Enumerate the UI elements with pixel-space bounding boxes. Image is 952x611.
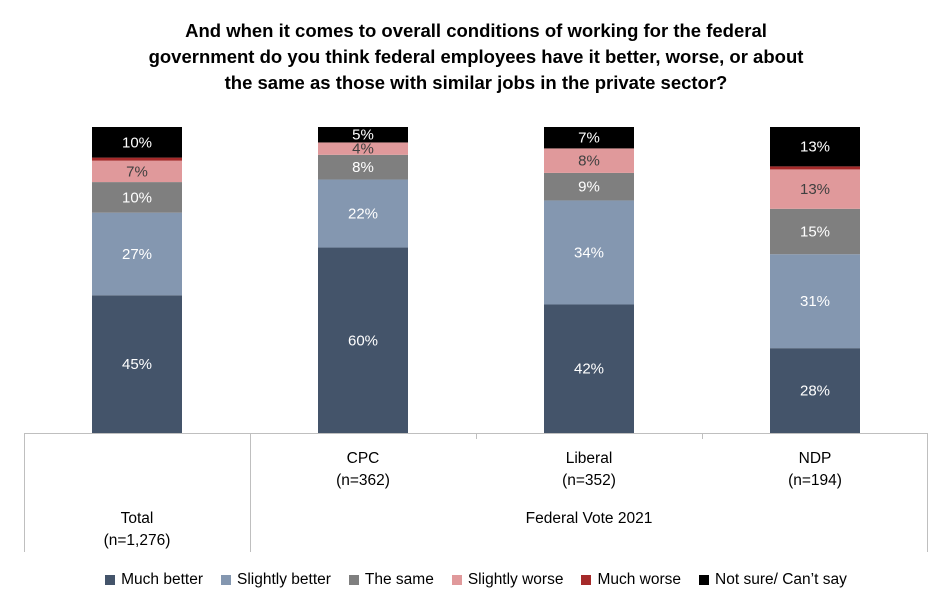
bar-cpc-slightly-worse	[318, 142, 408, 155]
data-label-total-not-sure-can-t-say: 10%	[122, 134, 152, 151]
bar-total-slightly-better	[92, 212, 182, 296]
data-label-cpc-much-better: 60%	[348, 332, 378, 349]
data-label-cpc-not-sure-can-t-say: 5%	[352, 127, 374, 144]
bar-total-slightly-worse	[92, 160, 182, 183]
bar-total-not-sure-can-t-say	[92, 127, 182, 158]
data-label-ndp-not-sure-can-t-say: 13%	[800, 139, 830, 156]
bar-ndp-much-better	[770, 348, 860, 433]
category-label-ndp-n: (n=194)	[788, 472, 842, 489]
legend-item-the-same: The same	[348, 571, 434, 589]
category-label-cpc: CPC	[347, 450, 380, 467]
bar-total-much-worse	[92, 157, 182, 161]
data-label-cpc-slightly-worse: 4%	[352, 141, 374, 158]
legend-swatch-slightly-worse	[451, 575, 462, 585]
category-label-cpc-n: (n=362)	[336, 472, 390, 489]
legend-label-much-better: Much better	[121, 571, 203, 588]
category-label-liberal-n: (n=352)	[562, 472, 616, 489]
bar-ndp-not-sure-can-t-say	[770, 127, 860, 167]
group-label: Federal Vote 2021	[526, 510, 653, 527]
data-label-liberal-slightly-worse: 8%	[578, 153, 600, 170]
data-label-total-slightly-better: 27%	[122, 246, 152, 263]
chart-title: And when it comes to overall conditions …	[60, 18, 892, 96]
legend-item-much-better: Much better	[105, 571, 203, 589]
data-label-liberal-the-same: 9%	[578, 179, 600, 196]
bar-liberal-the-same	[544, 172, 634, 201]
legend-item-slightly-worse: Slightly worse	[451, 571, 564, 589]
legend-label-slightly-worse: Slightly worse	[467, 571, 564, 588]
bar-total-the-same	[92, 182, 182, 213]
data-label-cpc-the-same: 8%	[352, 159, 374, 176]
legend-item-not-sure-can-t-say: Not sure/ Can’t say	[699, 571, 847, 589]
category-axis-frame	[24, 433, 928, 552]
chart-title-line-1: And when it comes to overall conditions …	[185, 20, 767, 41]
category-label-total-n: (n=1,276)	[104, 532, 171, 549]
legend-swatch-the-same	[348, 575, 359, 585]
legend-label-the-same: The same	[364, 571, 434, 588]
bar-liberal-slightly-worse	[544, 148, 634, 173]
data-label-total-slightly-worse: 7%	[126, 163, 148, 180]
data-label-liberal-much-better: 42%	[574, 361, 604, 378]
legend-swatch-much-better	[105, 575, 116, 585]
bar-cpc-much-better	[318, 247, 408, 433]
bar-liberal-slightly-better	[544, 200, 634, 305]
bar-cpc-the-same	[318, 154, 408, 180]
bar-ndp-slightly-worse	[770, 169, 860, 209]
bar-ndp-much-worse	[770, 166, 860, 170]
legend-swatch-much-worse	[581, 575, 592, 585]
legend-label-slightly-better: Slightly better	[237, 571, 331, 588]
bar-liberal-much-better	[544, 304, 634, 433]
chart-legend: Much better Slightly better The same Slight…	[0, 569, 952, 591]
bar-liberal-not-sure-can-t-say	[544, 127, 634, 149]
legend-label-much-worse: Much worse	[597, 571, 682, 588]
legend-label-not-sure-can-t-say: Not sure/ Can’t say	[715, 571, 847, 588]
category-label-ndp: NDP	[799, 450, 832, 467]
data-label-liberal-not-sure-can-t-say: 7%	[578, 130, 600, 147]
data-label-liberal-slightly-better: 34%	[574, 244, 604, 261]
data-label-ndp-slightly-worse: 13%	[800, 181, 830, 198]
data-label-total-much-better: 45%	[122, 356, 152, 373]
data-label-ndp-slightly-better: 31%	[800, 293, 830, 310]
legend-swatch-not-sure-can-t-say	[699, 575, 710, 585]
bars-group: 45%27%10%7%10%60%22%8%4%5%42%34%9%8%7%28…	[92, 127, 860, 433]
bar-ndp-the-same	[770, 208, 860, 255]
data-label-cpc-slightly-better: 22%	[348, 206, 378, 223]
bar-ndp-slightly-better	[770, 254, 860, 349]
chart-title-line-2: government do you think federal employee…	[148, 46, 804, 67]
category-label-liberal: Liberal	[566, 450, 613, 467]
category-labels-group: Total (n=1,276) CPC (n=362) Liberal (n=352) ND…	[104, 450, 842, 549]
bar-cpc-not-sure-can-t-say	[318, 127, 408, 143]
legend-swatch-slightly-better	[221, 575, 231, 585]
category-label-total: Total	[121, 510, 154, 527]
data-label-total-the-same: 10%	[122, 189, 152, 206]
legend-item-much-worse: Much worse	[581, 571, 681, 589]
legend-item-slightly-better: Slightly better	[221, 571, 331, 589]
bar-total-much-better	[92, 295, 182, 433]
data-label-ndp-the-same: 15%	[800, 224, 830, 241]
bar-cpc-slightly-better	[318, 179, 408, 248]
data-label-ndp-much-better: 28%	[800, 383, 830, 400]
chart-title-line-3: the same as those with similar jobs in t…	[224, 72, 728, 93]
